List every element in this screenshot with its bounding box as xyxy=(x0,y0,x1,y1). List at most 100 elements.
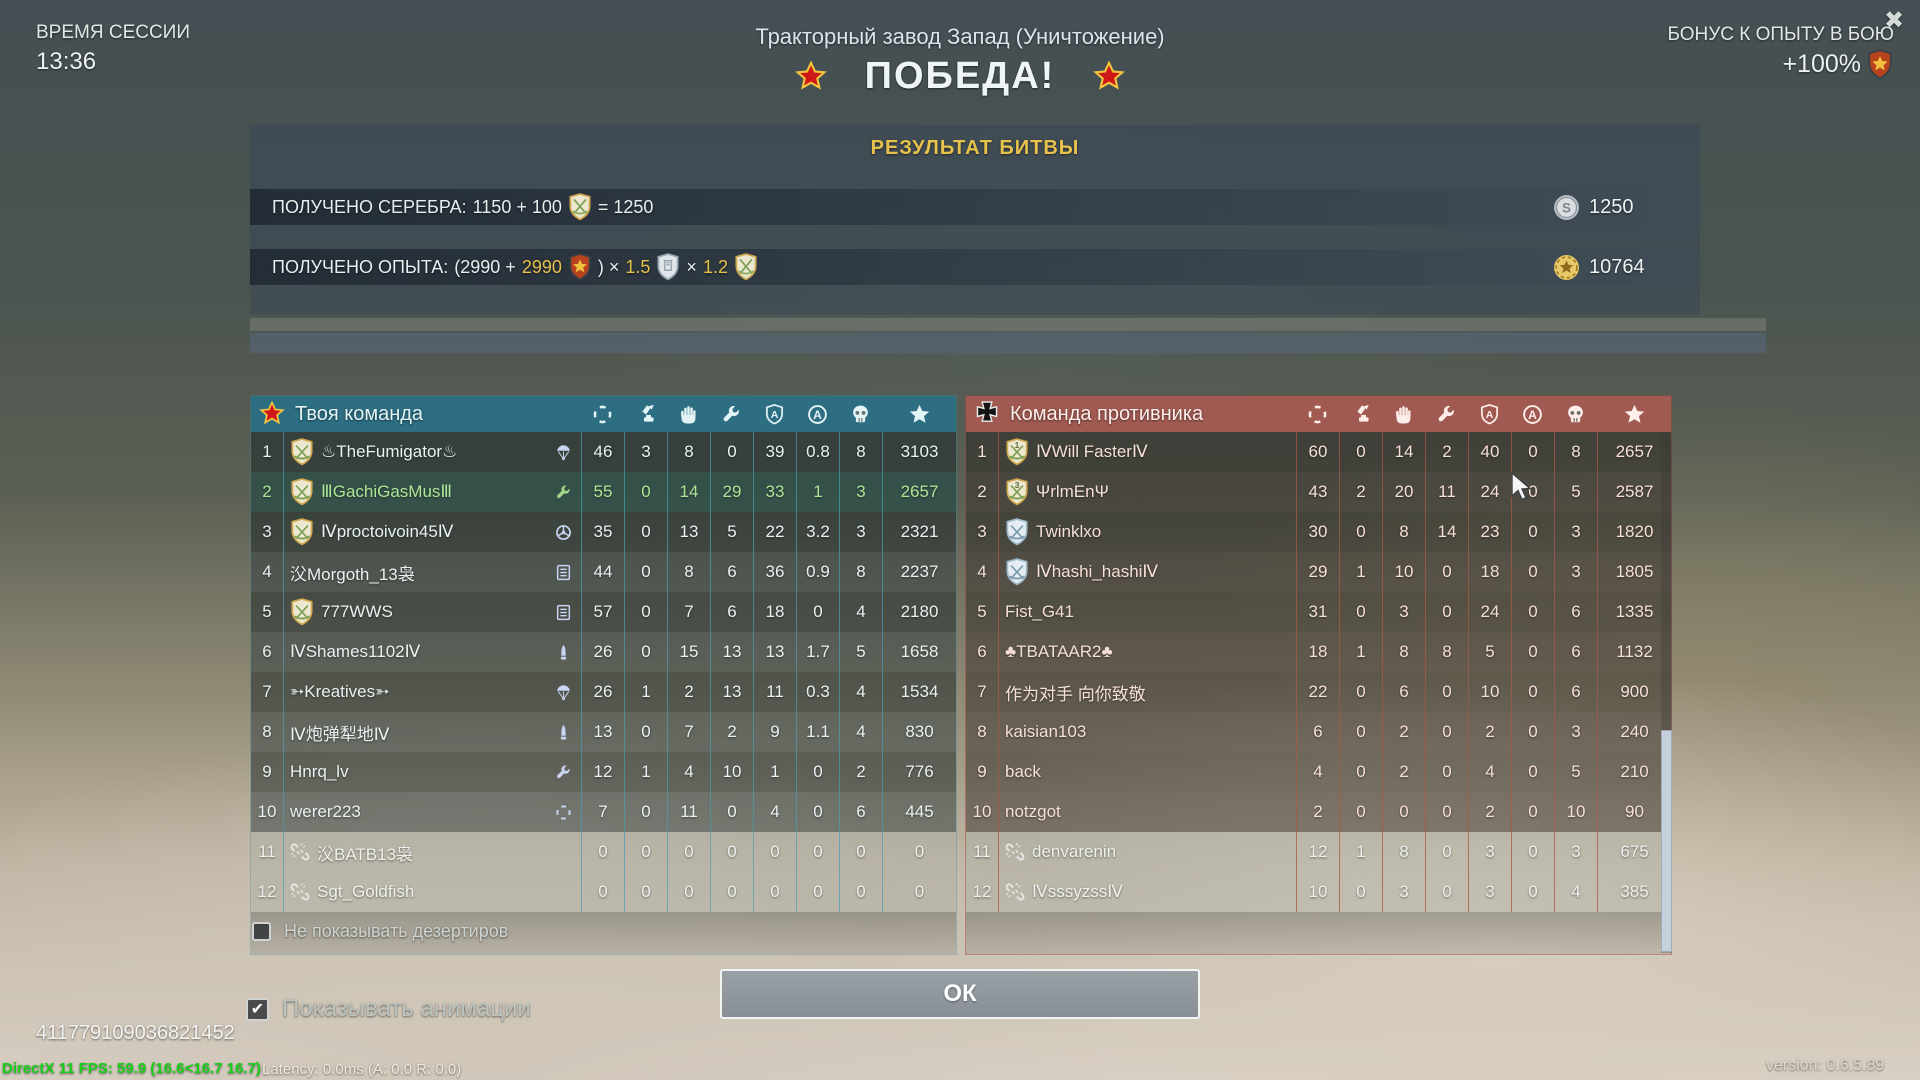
clan-emblem-icon xyxy=(290,438,314,466)
player-name: Fist_G41 xyxy=(1005,602,1074,621)
player-row[interactable]: 5 777WWS 57 0 7 6 18 0 4 2180 xyxy=(251,592,956,632)
player-row[interactable]: 3 Twinklxo 30 0 8 14 23 0 3 1820 xyxy=(966,512,1671,552)
player-row[interactable]: 9 Hnrq_lv 12 1 4 10 1 0 2 776 xyxy=(251,752,956,792)
stat-value: 0 xyxy=(1339,512,1382,552)
xp-bonus-label: БОНУС К ОПЫТУ В БОЮ xyxy=(1667,24,1894,45)
medal-wrench-icon xyxy=(555,484,572,501)
player-row[interactable]: 5 Fist_G41 31 0 3 0 24 0 6 1335 xyxy=(966,592,1671,632)
player-rank: 3 xyxy=(977,522,987,541)
xp-earned-row: ПОЛУЧЕНО ОПЫТА: (2990 +2990) × 1.5 × 1.2 xyxy=(250,249,1700,285)
gold-xp-coin-icon xyxy=(1553,254,1580,281)
hide-deserters-label: Не показывать дезертиров xyxy=(284,921,509,941)
disconnected-icon xyxy=(1005,842,1025,862)
stat-value: 2237 xyxy=(882,552,956,592)
battle-results-title: РЕЗУЛЬТАТ БИТВЫ xyxy=(870,137,1080,159)
stat-value: 0 xyxy=(624,472,667,512)
stat-value: 46 xyxy=(581,432,624,472)
checkbox-box[interactable] xyxy=(252,922,271,941)
stat-value: 10 xyxy=(1296,872,1339,912)
stat-value: 24 xyxy=(1468,472,1511,512)
soviet-star-badge-icon xyxy=(259,401,285,427)
stat-value: 830 xyxy=(882,712,956,752)
formula-text: 1.5 xyxy=(625,256,651,277)
player-row[interactable]: 10 werer223 7 0 11 0 4 0 6 445 xyxy=(251,792,956,832)
player-row[interactable]: 1 ♨TheFumigator♨ 46 3 8 0 39 0.8 8 3103 xyxy=(251,432,956,472)
scrollbar-thumb[interactable] xyxy=(1661,730,1672,952)
player-row[interactable]: 2 ⅢGachiGasMusⅢ 55 0 14 29 33 1 3 2657 xyxy=(251,472,956,512)
stat-value: 26 xyxy=(581,672,624,712)
close-icon[interactable]: ✖ xyxy=(1884,7,1905,34)
stat-value: 0 xyxy=(581,832,624,872)
player-row[interactable]: 9 back 4 0 2 0 4 0 5 210 xyxy=(966,752,1671,792)
medal-list-icon xyxy=(555,564,572,581)
stat-value: 4 xyxy=(839,592,882,632)
player-name: 作为对手 向你致敬 xyxy=(1005,684,1146,704)
stat-value: 1 xyxy=(753,752,796,792)
player-name-cell: kaisian103 xyxy=(998,712,1296,752)
stat-value: 1 xyxy=(1339,552,1382,592)
player-row[interactable]: 2 3 ΨrlmEnΨ 43 2 20 11 24 0 5 2587 xyxy=(966,472,1671,512)
stat-value: 7 xyxy=(667,712,710,752)
medal-parachute-icon xyxy=(555,684,572,701)
player-row[interactable]: 11 denvarenin 12 1 8 0 3 0 3 675 xyxy=(966,832,1671,872)
player-rank: 5 xyxy=(977,602,987,621)
formula-text: 2990 xyxy=(521,256,562,277)
stat-value: 6 xyxy=(710,552,753,592)
stat-value: 0 xyxy=(710,432,753,472)
stat-value: 18 xyxy=(753,592,796,632)
stat-value: 2 xyxy=(1382,752,1425,792)
player-row[interactable]: 3 Ⅳproctoivoin45Ⅳ 35 0 13 5 22 3.2 3 2321 xyxy=(251,512,956,552)
ok-button[interactable]: ОК xyxy=(720,969,1200,1019)
player-row[interactable]: 7 ➳Kreatives➳ 26 1 2 13 11 0.3 4 1534 xyxy=(251,672,956,712)
player-row[interactable]: 12 Sgt_Goldfish 0 0 0 0 0 0 0 0 xyxy=(251,872,956,912)
stat-value: 11 xyxy=(753,672,796,712)
stat-value: 3 xyxy=(839,472,882,512)
player-row[interactable]: 7 作为对手 向你致敬 22 0 6 0 10 0 6 900 xyxy=(966,672,1671,712)
stat-value: 0 xyxy=(1339,592,1382,632)
stat-value: 3 xyxy=(839,512,882,552)
stat-value: 240 xyxy=(1597,712,1671,752)
player-rank: 3 xyxy=(262,522,272,541)
player-name-cell: back xyxy=(998,752,1296,792)
formula-text: ) × xyxy=(597,256,620,277)
player-row[interactable]: 6 ♣TBATAAR2♣ 18 1 8 8 5 0 6 1132 xyxy=(966,632,1671,672)
player-row[interactable]: 6 ⅣShames1102Ⅳ 26 0 15 13 13 1.7 5 1658 xyxy=(251,632,956,672)
clan-emblem-icon xyxy=(290,518,314,546)
player-row[interactable]: 4 㳇Morgoth_13袅 44 0 8 6 36 0.9 8 2237 xyxy=(251,552,956,592)
show-animations-checkbox[interactable]: ✔ Показывать анимации xyxy=(246,995,531,1023)
enemy-team-header: Команда противника A A xyxy=(966,396,1671,432)
player-rank: 12 xyxy=(257,882,277,901)
stat-value: 22 xyxy=(753,512,796,552)
player-rank: 1 xyxy=(262,442,272,461)
player-name-cell: Ⅳ炮弹犁地Ⅳ xyxy=(283,712,581,752)
divider-strip xyxy=(250,318,1766,331)
player-row[interactable]: 10 notzgot 2 0 0 0 2 0 10 90 xyxy=(966,792,1671,832)
stat-value: 29 xyxy=(1296,552,1339,592)
stat-value: 10 xyxy=(1468,672,1511,712)
player-row[interactable]: 4 Ⅳhashi_hashiⅣ 29 1 10 0 18 0 3 1805 xyxy=(966,552,1671,592)
column-icon-score xyxy=(882,404,956,425)
stat-value: 0 xyxy=(1339,432,1382,472)
player-row[interactable]: 11 㳇BATB13袅 0 0 0 0 0 0 0 0 xyxy=(251,832,956,872)
stat-value: 2 xyxy=(1382,712,1425,752)
clan-emblem-icon: 3 xyxy=(1005,478,1029,506)
player-row[interactable]: 8 Ⅳ炮弹犁地Ⅳ 13 0 7 2 9 1.1 4 830 xyxy=(251,712,956,752)
player-name: ⅢGachiGasMusⅢ xyxy=(321,482,453,501)
column-icon-armor-a: A xyxy=(1468,403,1511,425)
stat-value: 4 xyxy=(1554,872,1597,912)
player-name: 777WWS xyxy=(321,602,393,621)
divider-strip xyxy=(250,333,1766,353)
checkbox-box[interactable]: ✔ xyxy=(246,997,269,1021)
player-row[interactable]: 8 kaisian103 6 0 2 0 2 0 3 240 xyxy=(966,712,1671,752)
player-name-cell: 㳇BATB13袅 xyxy=(283,832,581,872)
medal-wrench-icon xyxy=(555,764,572,781)
player-rank: 8 xyxy=(262,722,272,741)
column-icon-accuracy-a: A xyxy=(1511,404,1554,425)
enemy-table-scrollbar[interactable] xyxy=(1661,433,1672,953)
hide-deserters-checkbox[interactable]: Не показывать дезертиров xyxy=(252,921,508,942)
medal-shell-icon xyxy=(555,644,572,661)
player-row[interactable]: 1 1 ⅣWill FasterⅣ 60 0 14 2 40 0 8 2657 xyxy=(966,432,1671,472)
stat-value: 0 xyxy=(1425,832,1468,872)
player-row[interactable]: 12 ⅣsssyzssⅣ 10 0 3 0 3 0 4 385 xyxy=(966,872,1671,912)
